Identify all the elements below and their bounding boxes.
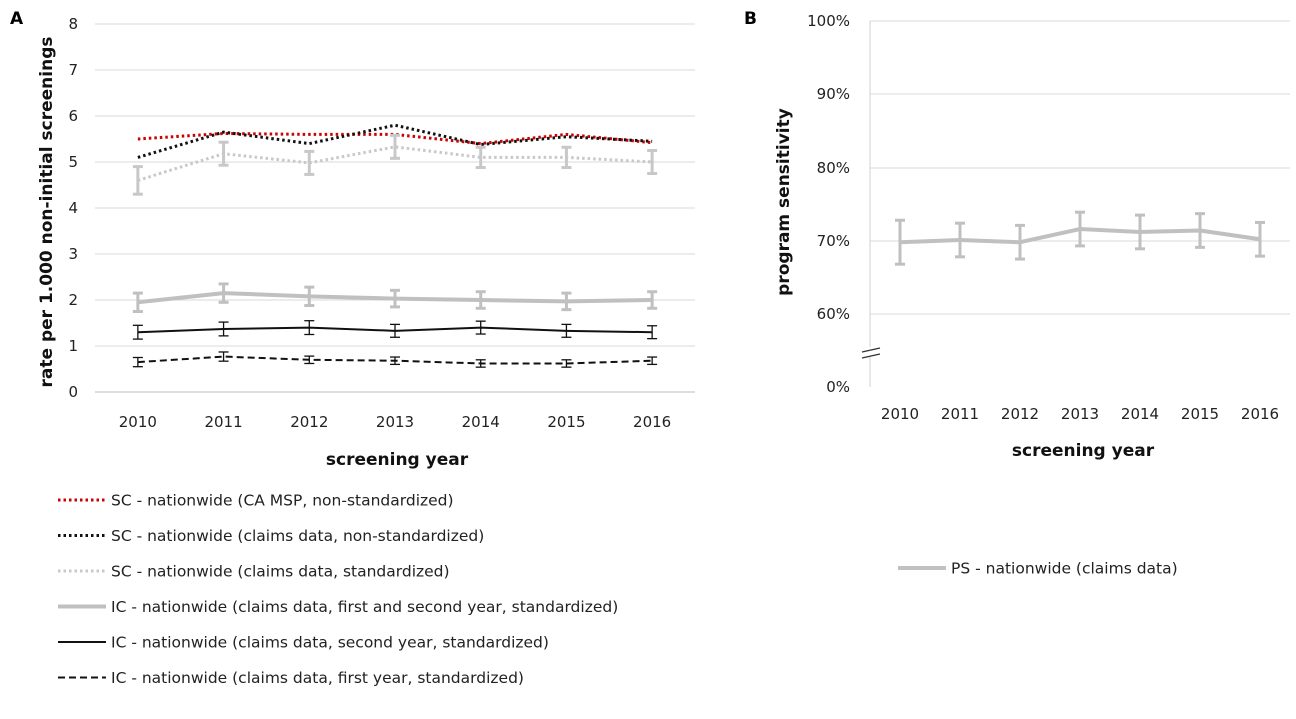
panel-b-legend: PS - nationwide (claims data) bbox=[898, 560, 1178, 578]
panel-a-y-tick-label: 5 bbox=[68, 153, 78, 171]
panel-a-chart: 0 1 2 3 4 5 6 7 8 2010 2011 2012 2013 2014 2015 2016 bbox=[68, 15, 695, 431]
panel-a-x-tick-label: 2015 bbox=[547, 413, 585, 431]
panel-b-chart: 0% 60% 70% 80% 90% 100% 2010 2011 2012 2013 2014 20… bbox=[807, 12, 1290, 423]
panel-a-y-tick-label: 0 bbox=[68, 383, 78, 401]
panel-a-y-tick-label: 8 bbox=[68, 15, 78, 33]
panel-b-y-axis-title: program sensitivity bbox=[774, 108, 794, 296]
panel-a-letter: A bbox=[10, 9, 24, 29]
panel-b-y-tick-label: 80% bbox=[817, 159, 850, 177]
panel-a-x-tick-label: 2016 bbox=[633, 413, 671, 431]
panel-a-y-axis-title: rate per 1.000 non-initial screenings bbox=[37, 37, 57, 388]
panel-a-x-tick-label: 2014 bbox=[462, 413, 500, 431]
panel-a-series-line-1 bbox=[137, 131, 653, 146]
panel-a-x-axis-title: screening year bbox=[326, 450, 469, 470]
panel-a-series-line-2 bbox=[137, 123, 653, 159]
panel-b-x-tick-label: 2013 bbox=[1061, 405, 1099, 423]
panel-b-y-tick-label: 0% bbox=[826, 378, 850, 396]
panel-a-x-tick-label: 2012 bbox=[290, 413, 328, 431]
panel-b-y-tick-label: 60% bbox=[817, 305, 850, 323]
panel-b-x-tick-label: 2016 bbox=[1241, 405, 1279, 423]
panel-a-x-tick-label: 2013 bbox=[376, 413, 414, 431]
panel-a-y-tick-label: 7 bbox=[68, 61, 78, 79]
panel-b-x-tick-label: 2011 bbox=[941, 405, 979, 423]
panel-b-x-tick-label: 2010 bbox=[881, 405, 919, 423]
panel-b-y-tick-label: 90% bbox=[817, 85, 850, 103]
panel-b-x-tick-label: 2014 bbox=[1121, 405, 1159, 423]
panel-b-x-tick-label: 2015 bbox=[1181, 405, 1219, 423]
panel-a-legend: SC - nationwide (CA MSP, non-standardize… bbox=[58, 492, 618, 687]
panel-b-y-tick-label: 70% bbox=[817, 232, 850, 250]
legend-entry: IC - nationwide (claims data, first year… bbox=[111, 669, 524, 687]
panel-a-x-tick-label: 2011 bbox=[204, 413, 242, 431]
panel-a-y-tick-label: 3 bbox=[68, 245, 78, 263]
legend-entry: PS - nationwide (claims data) bbox=[951, 560, 1178, 578]
panel-a-y-tick-label: 6 bbox=[68, 107, 78, 125]
panel-a-y-tick-label: 1 bbox=[68, 337, 78, 355]
axis-break-mark bbox=[861, 347, 881, 353]
legend-entry: IC - nationwide (claims data, first and … bbox=[111, 598, 618, 616]
panel-a-x-tick-label: 2010 bbox=[119, 413, 157, 431]
panel-b-x-tick-label: 2012 bbox=[1001, 405, 1039, 423]
panel-b-x-axis-title: screening year bbox=[1012, 441, 1155, 461]
legend-entry: SC - nationwide (CA MSP, non-standardize… bbox=[111, 492, 454, 510]
legend-entry: SC - nationwide (claims data, standardiz… bbox=[111, 563, 450, 581]
panel-b-y-tick-label: 100% bbox=[807, 12, 850, 30]
legend-entry: IC - nationwide (claims data, second yea… bbox=[111, 634, 549, 652]
panel-a-y-tick-label: 2 bbox=[68, 291, 78, 309]
legend-entry: SC - nationwide (claims data, non-standa… bbox=[111, 527, 484, 545]
axis-break-mark bbox=[861, 353, 881, 359]
panel-b-letter: B bbox=[744, 9, 757, 29]
panel-a-y-tick-label: 4 bbox=[68, 199, 78, 217]
